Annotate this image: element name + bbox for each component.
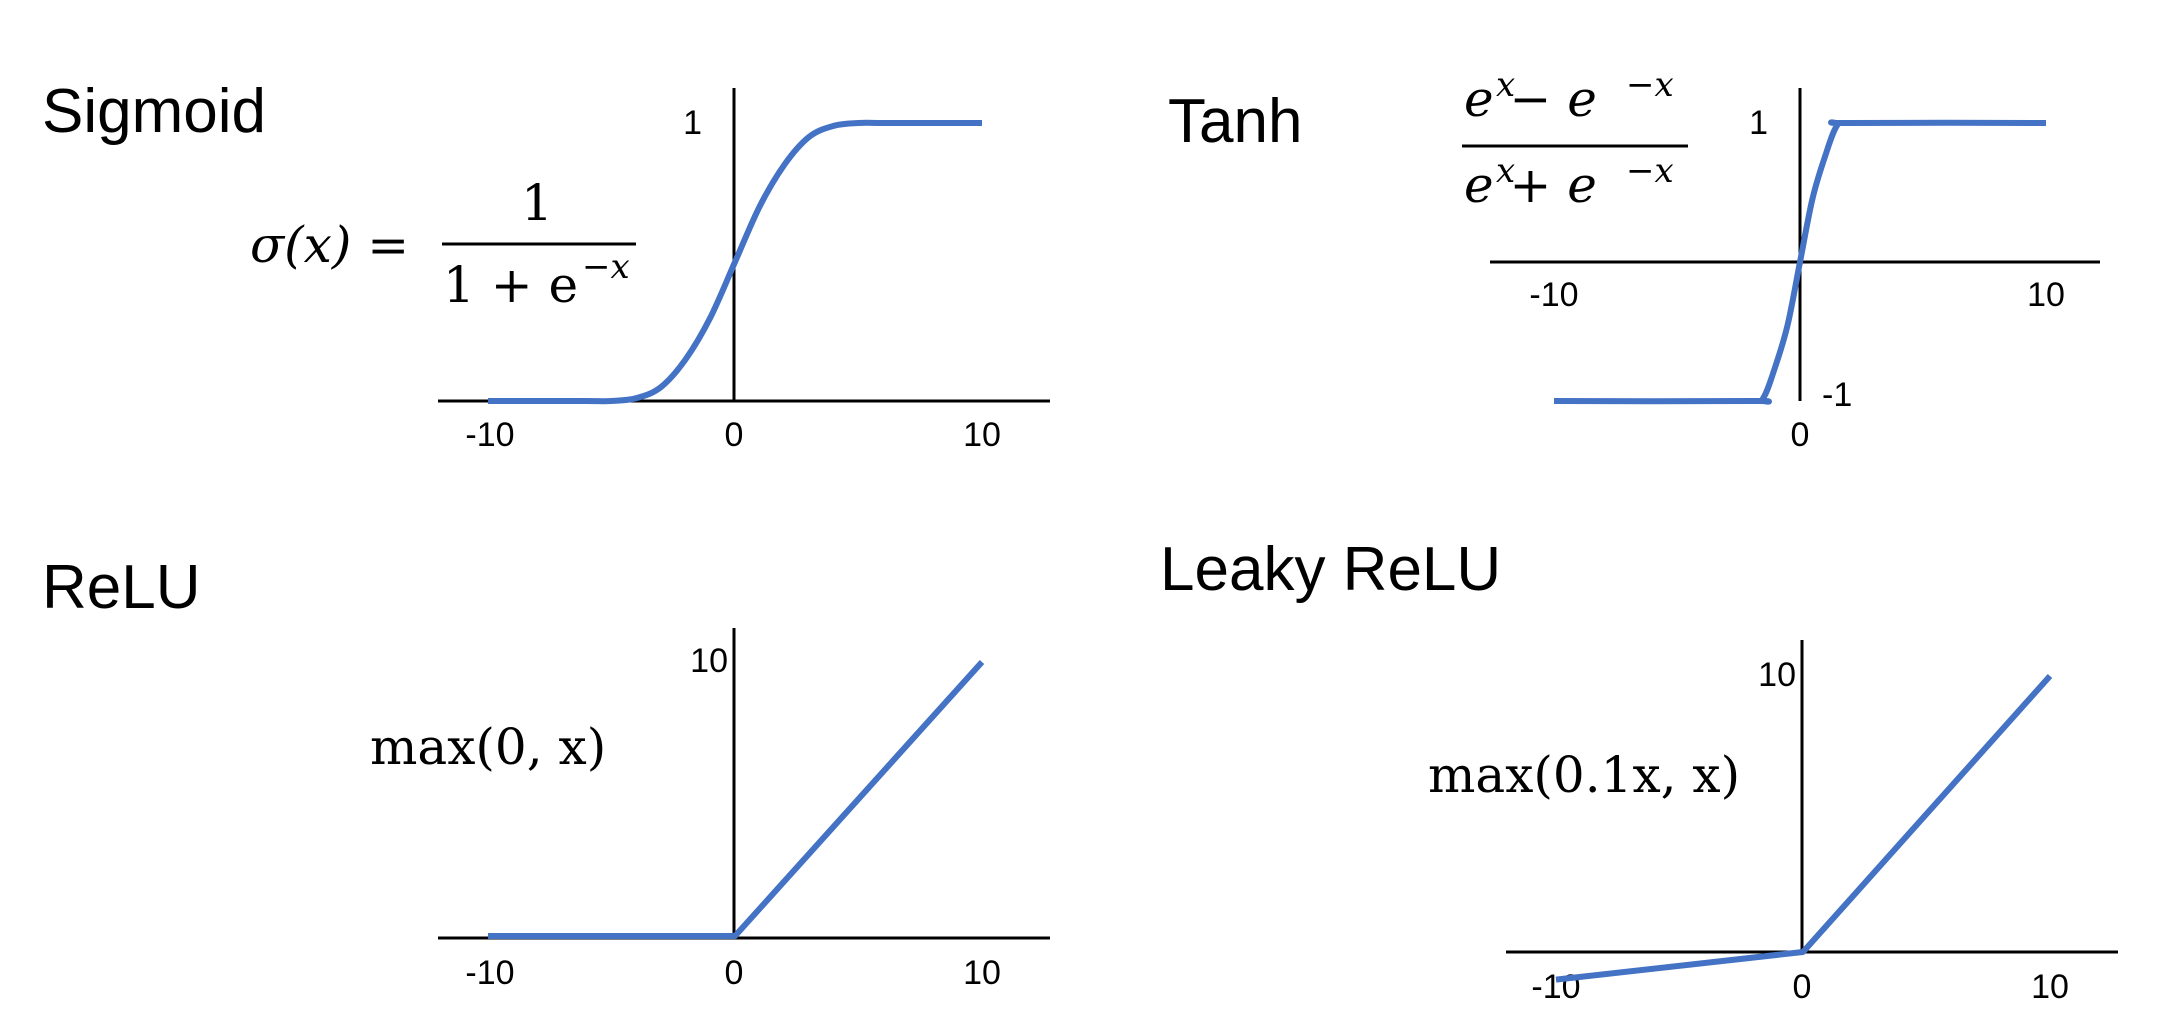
tanh-panel: Tanh e − e x −x e + e x −x -10 0 10 1 -1 xyxy=(1168,65,2100,454)
sigmoid-title: Sigmoid xyxy=(42,77,266,146)
tanh-ytick-1: 1 xyxy=(1749,104,1768,142)
sigmoid-curve xyxy=(488,119,982,405)
sigmoid-formula-lhs: σ(x) = xyxy=(250,216,409,274)
sigmoid-xtick-neg10: -10 xyxy=(465,416,514,454)
relu-xtick-0: 0 xyxy=(725,954,744,992)
relu-title: ReLU xyxy=(42,553,201,622)
sigmoid-xtick-0: 0 xyxy=(725,416,744,454)
tanh-xtick-neg10: -10 xyxy=(1529,276,1578,314)
tanh-denominator-exp-neg: −x xyxy=(1626,151,1674,191)
tanh-curve xyxy=(1553,119,2047,405)
tanh-formula-numerator: e − e xyxy=(1464,70,1597,128)
tanh-ytick-neg1: -1 xyxy=(1822,376,1852,414)
sigmoid-formula: σ(x) = 1 1 + e −x xyxy=(250,174,636,314)
relu-curve xyxy=(488,659,985,939)
tanh-formula-denominator: e + e xyxy=(1464,156,1597,214)
sigmoid-formula-numerator: 1 xyxy=(521,174,553,232)
leaky-relu-title: Leaky ReLU xyxy=(1160,535,1501,604)
relu-ytick-10: 10 xyxy=(690,642,728,680)
leaky-relu-ytick-10: 10 xyxy=(1758,656,1796,694)
leaky-relu-xtick-0: 0 xyxy=(1793,968,1812,1006)
relu-xtick-neg10: -10 xyxy=(465,954,514,992)
relu-xtick-10: 10 xyxy=(963,954,1001,992)
tanh-title: Tanh xyxy=(1168,87,1302,156)
relu-formula: max(0, x) xyxy=(370,718,606,776)
sigmoid-formula-exponent: −x xyxy=(582,247,630,287)
leaky-relu-formula: max(0.1x, x) xyxy=(1428,746,1740,804)
sigmoid-ytick-1: 1 xyxy=(683,104,702,142)
tanh-numerator-exp-pos: x xyxy=(1496,65,1515,105)
leaky-relu-xtick-10: 10 xyxy=(2031,968,2069,1006)
relu-panel: ReLU max(0, x) -10 0 10 10 xyxy=(42,553,1050,992)
sigmoid-formula-denominator: 1 + e xyxy=(443,256,578,314)
leaky-relu-xtick-neg10: -10 xyxy=(1531,968,1580,1006)
tanh-formula: e − e x −x e + e x −x xyxy=(1462,65,1688,214)
tanh-xtick-10: 10 xyxy=(2027,276,2065,314)
leaky-relu-panel: Leaky ReLU max(0.1x, x) -10 0 10 10 xyxy=(1160,535,2118,1006)
sigmoid-xtick-10: 10 xyxy=(963,416,1001,454)
tanh-numerator-exp-neg: −x xyxy=(1626,65,1674,105)
tanh-denominator-exp-pos: x xyxy=(1496,151,1515,191)
leaky-relu-curve xyxy=(1555,673,2053,983)
tanh-xtick-0: 0 xyxy=(1791,416,1810,454)
sigmoid-panel: Sigmoid σ(x) = 1 1 + e −x -10 0 10 1 xyxy=(42,77,1050,454)
